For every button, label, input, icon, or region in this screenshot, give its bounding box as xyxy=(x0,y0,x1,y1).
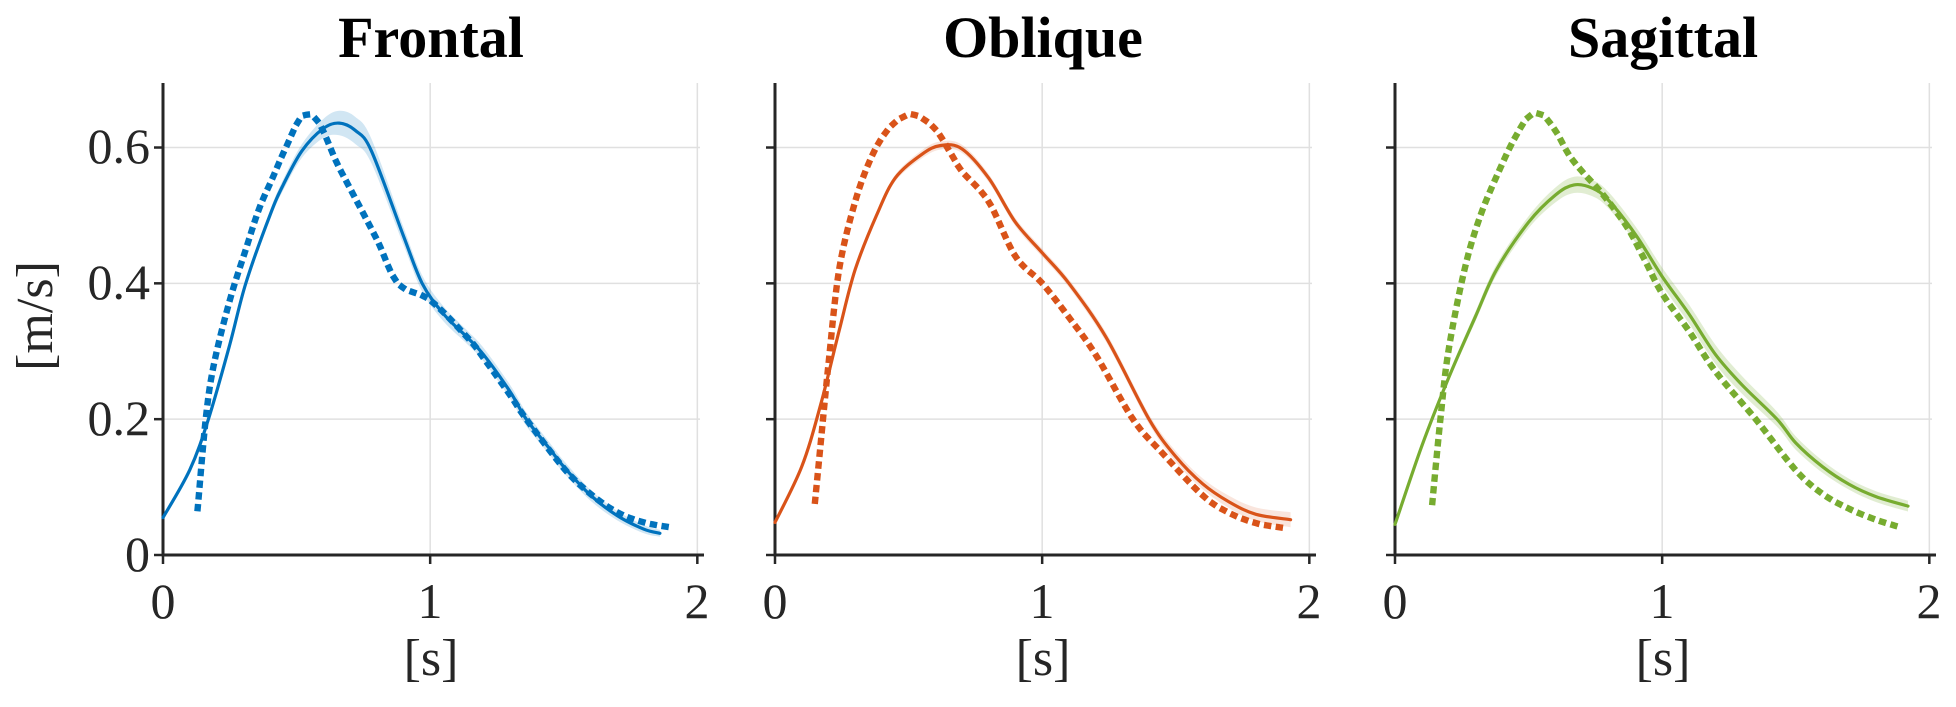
panel-title-oblique: Oblique xyxy=(943,5,1143,70)
x-tick-label: 1 xyxy=(417,573,443,629)
x-tick-label: 0 xyxy=(150,573,176,629)
x-tick-label: 1 xyxy=(1649,573,1675,629)
x-tick-label: 2 xyxy=(1916,573,1942,629)
panel-title-frontal: Frontal xyxy=(338,5,524,70)
x-tick-label: 2 xyxy=(1296,573,1322,629)
y-tick-label-0: 0 xyxy=(125,526,150,582)
x-tick-label: 1 xyxy=(1029,573,1055,629)
y-tick-label-0.6: 0.6 xyxy=(87,118,151,174)
x-axis-label: [s] xyxy=(1635,630,1691,687)
x-tick-label: 2 xyxy=(684,573,710,629)
x-axis-label: [s] xyxy=(403,630,459,687)
panel-title-sagittal: Sagittal xyxy=(1567,5,1759,70)
x-tick-label: 0 xyxy=(1382,573,1408,629)
y-tick-label-0.4: 0.4 xyxy=(87,254,151,310)
x-tick-label: 0 xyxy=(762,573,788,629)
y-tick-label-0.2: 0.2 xyxy=(87,390,151,446)
x-axis-label: [s] xyxy=(1015,630,1071,687)
